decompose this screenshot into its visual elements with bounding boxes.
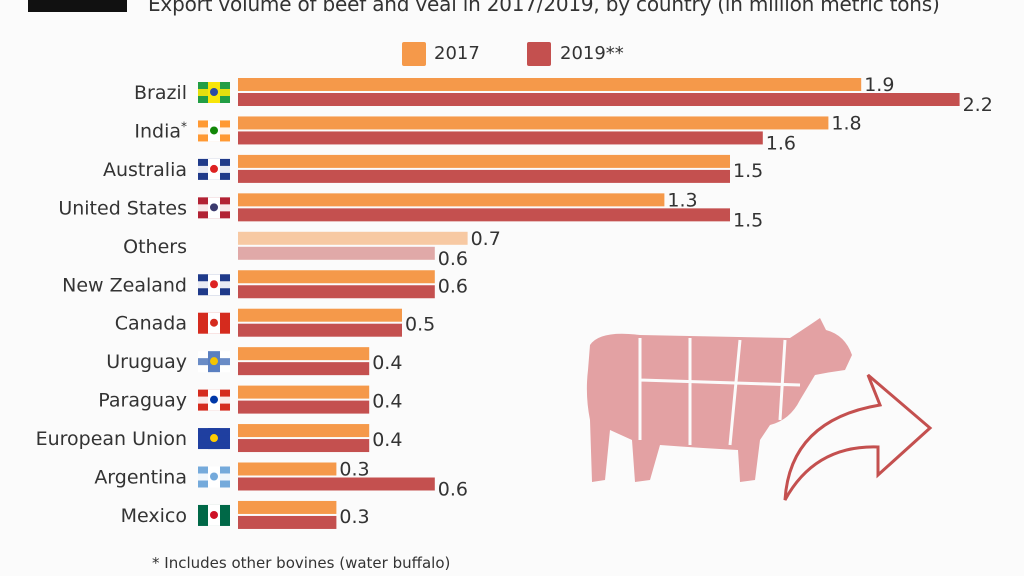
bar-2019 xyxy=(238,169,730,183)
flag-icon xyxy=(198,82,230,103)
category-label: Brazil xyxy=(134,82,187,104)
bar-2017 xyxy=(238,116,829,130)
category-label: Canada xyxy=(115,313,187,335)
data-label-2017: 1.9 xyxy=(864,74,894,96)
bar-2017 xyxy=(238,500,337,514)
bar-2017 xyxy=(238,347,370,361)
bar-2017 xyxy=(238,385,370,399)
export-arrow-icon xyxy=(783,373,933,501)
flag-icon xyxy=(198,274,230,296)
cow-illustration xyxy=(586,318,852,482)
bar-2017 xyxy=(238,154,730,168)
flag-icon xyxy=(198,158,230,180)
bar-2019 xyxy=(238,93,960,106)
data-label-2019: 0.6 xyxy=(438,479,468,501)
data-label: 0.4 xyxy=(372,352,402,374)
data-label-2019: 1.6 xyxy=(766,132,796,154)
bar-2019 xyxy=(238,208,730,222)
category-label: United States xyxy=(58,197,187,219)
category-label: Australia xyxy=(103,159,187,181)
data-label: 0.4 xyxy=(372,429,402,451)
data-label-2019: 1.5 xyxy=(733,209,763,231)
bar-2017 xyxy=(238,78,862,91)
bar-2019 xyxy=(238,131,763,145)
flag-icon xyxy=(198,504,230,526)
bar-2017 xyxy=(238,193,665,207)
category-label: New Zealand xyxy=(62,274,187,296)
bar-2019 xyxy=(238,323,402,337)
data-label-2019: 0.6 xyxy=(438,248,468,270)
legend-swatch-2019 xyxy=(527,42,551,66)
bar-2019 xyxy=(238,246,435,260)
category-label: Uruguay xyxy=(106,351,187,373)
chart-title: Export volume of beef and veal in 2017/2… xyxy=(148,0,940,16)
legend: 2017 2019** xyxy=(0,42,1024,68)
flag-icon xyxy=(198,428,230,450)
data-label: 0.6 xyxy=(438,275,468,297)
bar-2019 xyxy=(238,285,435,299)
flag-icon xyxy=(198,389,230,411)
data-label-2017: 0.3 xyxy=(339,459,369,481)
flag-icon xyxy=(198,120,230,142)
data-label-2017: 1.3 xyxy=(667,189,697,211)
data-label-2019: 2.2 xyxy=(963,94,993,116)
flag-icon xyxy=(198,312,230,334)
category-label: Argentina xyxy=(94,467,187,489)
legend-label-2019: 2019** xyxy=(560,43,624,64)
bar-2017 xyxy=(238,424,370,438)
bar-2017 xyxy=(238,308,402,322)
data-label: 1.5 xyxy=(733,160,763,182)
bar-2017 xyxy=(238,231,468,245)
bar-2017 xyxy=(238,462,337,476)
legend-label-2017: 2017 xyxy=(434,43,480,64)
category-label: Paraguay xyxy=(98,390,187,412)
footnote: * Includes other bovines (water buffalo) xyxy=(152,554,451,572)
flag-icon xyxy=(198,351,230,373)
flag-icon xyxy=(198,466,230,488)
category-label: Others xyxy=(123,236,187,258)
data-label: 0.5 xyxy=(405,314,435,336)
legend-swatch-2017 xyxy=(402,42,426,66)
bar-2019 xyxy=(238,477,435,491)
data-label-2017: 0.7 xyxy=(471,228,501,250)
data-label: 0.3 xyxy=(339,506,369,528)
category-label: European Union xyxy=(36,428,187,450)
bar-2019 xyxy=(238,515,337,529)
flag-icon xyxy=(198,197,230,219)
category-label: India* xyxy=(134,119,187,142)
bar-2019 xyxy=(238,439,370,453)
bar-2019 xyxy=(238,400,370,414)
bar-2019 xyxy=(238,362,370,376)
category-label: Mexico xyxy=(121,505,187,527)
bar-2017 xyxy=(238,270,435,284)
data-label-2017: 1.8 xyxy=(831,112,861,134)
publisher-logo xyxy=(28,0,127,12)
data-label: 0.4 xyxy=(372,391,402,413)
